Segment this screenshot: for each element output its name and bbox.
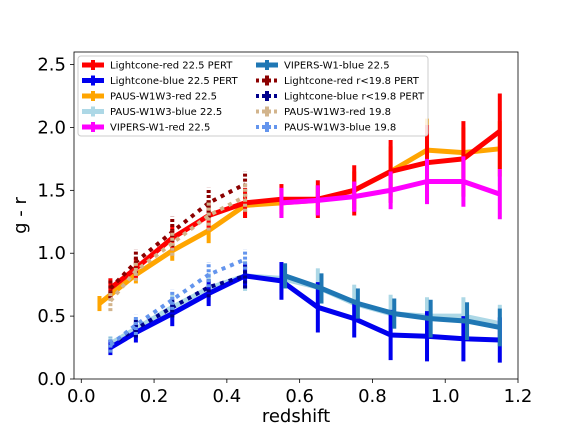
legend-item: VIPERS-W1-blue 22.5 (256, 60, 390, 72)
legend-item: VIPERS-W1-red 22.5 (82, 122, 210, 134)
legend-label: PAUS-W1W3-blue 22.5 (110, 107, 222, 118)
y-tick-label: 0.0 (37, 369, 66, 390)
series-9 (108, 249, 248, 353)
y-axis-ticks: 0.0 0.5 1.0 1.5 2.0 2.5 (37, 55, 74, 390)
legend-label: PAUS-W1W3-red 22.5 (110, 92, 217, 103)
legend-label: PAUS-W1W3-red 19.8 (284, 107, 391, 118)
legend: Lightcone-red 22.5 PERT Lightcone-blue 22… (77, 55, 429, 137)
series-1 (108, 262, 502, 363)
plot-frame (73, 51, 519, 380)
x-tick-label: 0.2 (140, 386, 169, 407)
legend-item: PAUS-W1W3-red 19.8 (256, 106, 391, 118)
legend-item: PAUS-W1W3-blue 22.5 (82, 106, 222, 118)
series-5 (283, 263, 502, 347)
series-line (108, 194, 246, 303)
legend-label: Lightcone-red r<19.8 PERT (284, 76, 420, 87)
legend-item: PAUS-W1W3-blue 19.8 (256, 122, 396, 134)
legend-label: PAUS-W1W3-blue 19.8 (284, 123, 396, 134)
x-tick-label: 0.0 (67, 386, 96, 407)
x-axis-label: redshift (262, 406, 330, 427)
x-tick-label: 0.8 (358, 386, 387, 407)
legend-box (77, 55, 429, 137)
y-tick-label: 0.5 (37, 306, 66, 327)
series-line (108, 129, 502, 291)
legend-item: Lightcone-blue 22.5 PERT (82, 75, 238, 87)
legend-label: Lightcone-blue 22.5 PERT (110, 76, 238, 87)
series-8 (108, 181, 248, 312)
y-tick-label: 2.0 (37, 117, 66, 138)
y-tick-label: 1.0 (37, 243, 66, 264)
x-axis-ticks: 0.0 0.2 0.4 0.6 0.8 1.0 1.2 (67, 379, 532, 407)
legend-item: Lightcone-red 22.5 PERT (82, 60, 233, 72)
series-4 (279, 156, 502, 220)
y-axis-label: g - r (10, 197, 31, 234)
series-line (109, 273, 500, 350)
x-tick-label: 1.2 (504, 386, 533, 407)
series-line (109, 273, 501, 346)
y-tick-label: 1.5 (37, 180, 66, 201)
legend-label: VIPERS-W1-red 22.5 (110, 123, 210, 134)
legend-item: PAUS-W1W3-red 22.5 (82, 91, 217, 103)
x-tick-label: 0.4 (213, 386, 242, 407)
legend-label: Lightcone-red 22.5 PERT (110, 61, 233, 72)
legend-item: Lightcone-red r<19.8 PERT (256, 75, 420, 87)
legend-label: Lightcone-blue r<19.8 PERT (284, 92, 425, 103)
x-tick-label: 0.6 (285, 386, 314, 407)
series-layer (97, 93, 502, 363)
legend-label: VIPERS-W1-blue 22.5 (284, 61, 390, 72)
series-line (109, 257, 246, 347)
y-tick-label: 2.5 (37, 55, 66, 76)
legend-item: Lightcone-blue r<19.8 PERT (256, 91, 425, 103)
x-tick-label: 1.0 (431, 386, 460, 407)
